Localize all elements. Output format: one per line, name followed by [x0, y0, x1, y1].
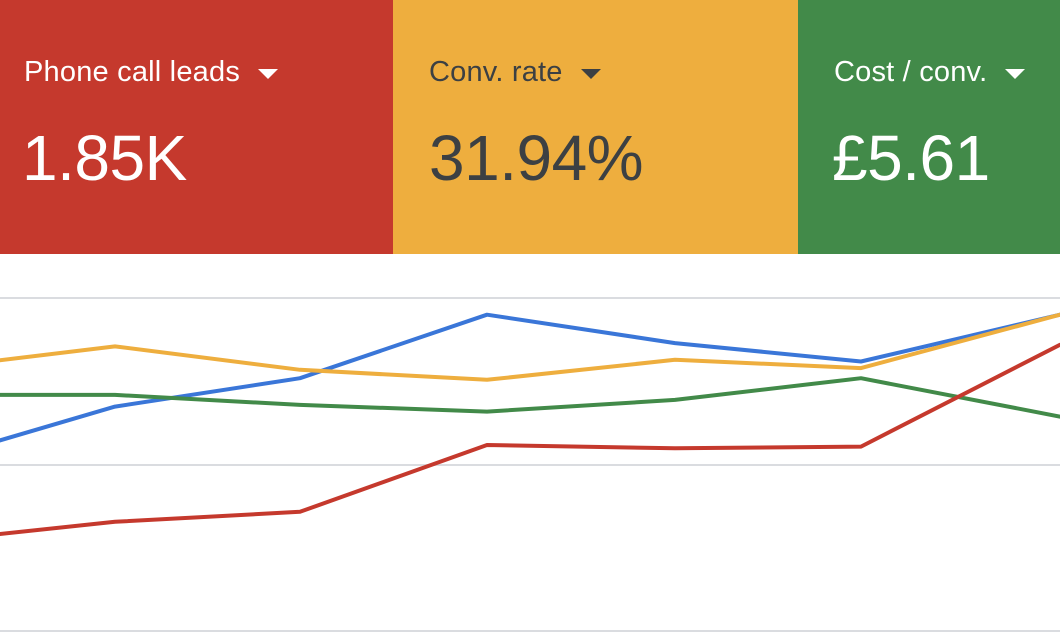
metric-label: Conv. rate — [429, 56, 563, 88]
performance-chart — [0, 254, 1060, 632]
metric-value: 1.85K — [22, 122, 187, 194]
metric-label: Phone call leads — [24, 56, 241, 88]
series-line-0 — [0, 312, 1060, 443]
series-line-2 — [0, 376, 1060, 419]
line-chart-svg — [0, 297, 1060, 632]
dropdown-caret-icon[interactable] — [258, 68, 279, 79]
metric-value: £5.61 — [832, 122, 990, 194]
metric-label-row[interactable]: Phone call leads — [24, 56, 279, 89]
dropdown-caret-icon[interactable] — [1005, 68, 1026, 79]
metric-label-row[interactable]: Cost / conv. — [834, 56, 1026, 89]
metric-label-row[interactable]: Conv. rate — [429, 56, 601, 89]
dropdown-caret-icon[interactable] — [580, 68, 601, 79]
metric-label: Cost / conv. — [834, 56, 988, 88]
metric-value: 31.94% — [429, 122, 644, 194]
series-line-1 — [0, 312, 1060, 382]
metric-card-cost-per-conv[interactable]: Cost / conv. £5.61 — [798, 0, 1060, 254]
series-line-3 — [0, 342, 1060, 537]
metric-card-phone-call-leads[interactable]: Phone call leads 1.85K — [0, 0, 393, 254]
series-layer — [0, 312, 1060, 537]
metric-card-conv-rate[interactable]: Conv. rate 31.94% — [393, 0, 798, 254]
metric-cards: Phone call leads 1.85K Conv. rate 31.94%… — [0, 0, 1060, 254]
